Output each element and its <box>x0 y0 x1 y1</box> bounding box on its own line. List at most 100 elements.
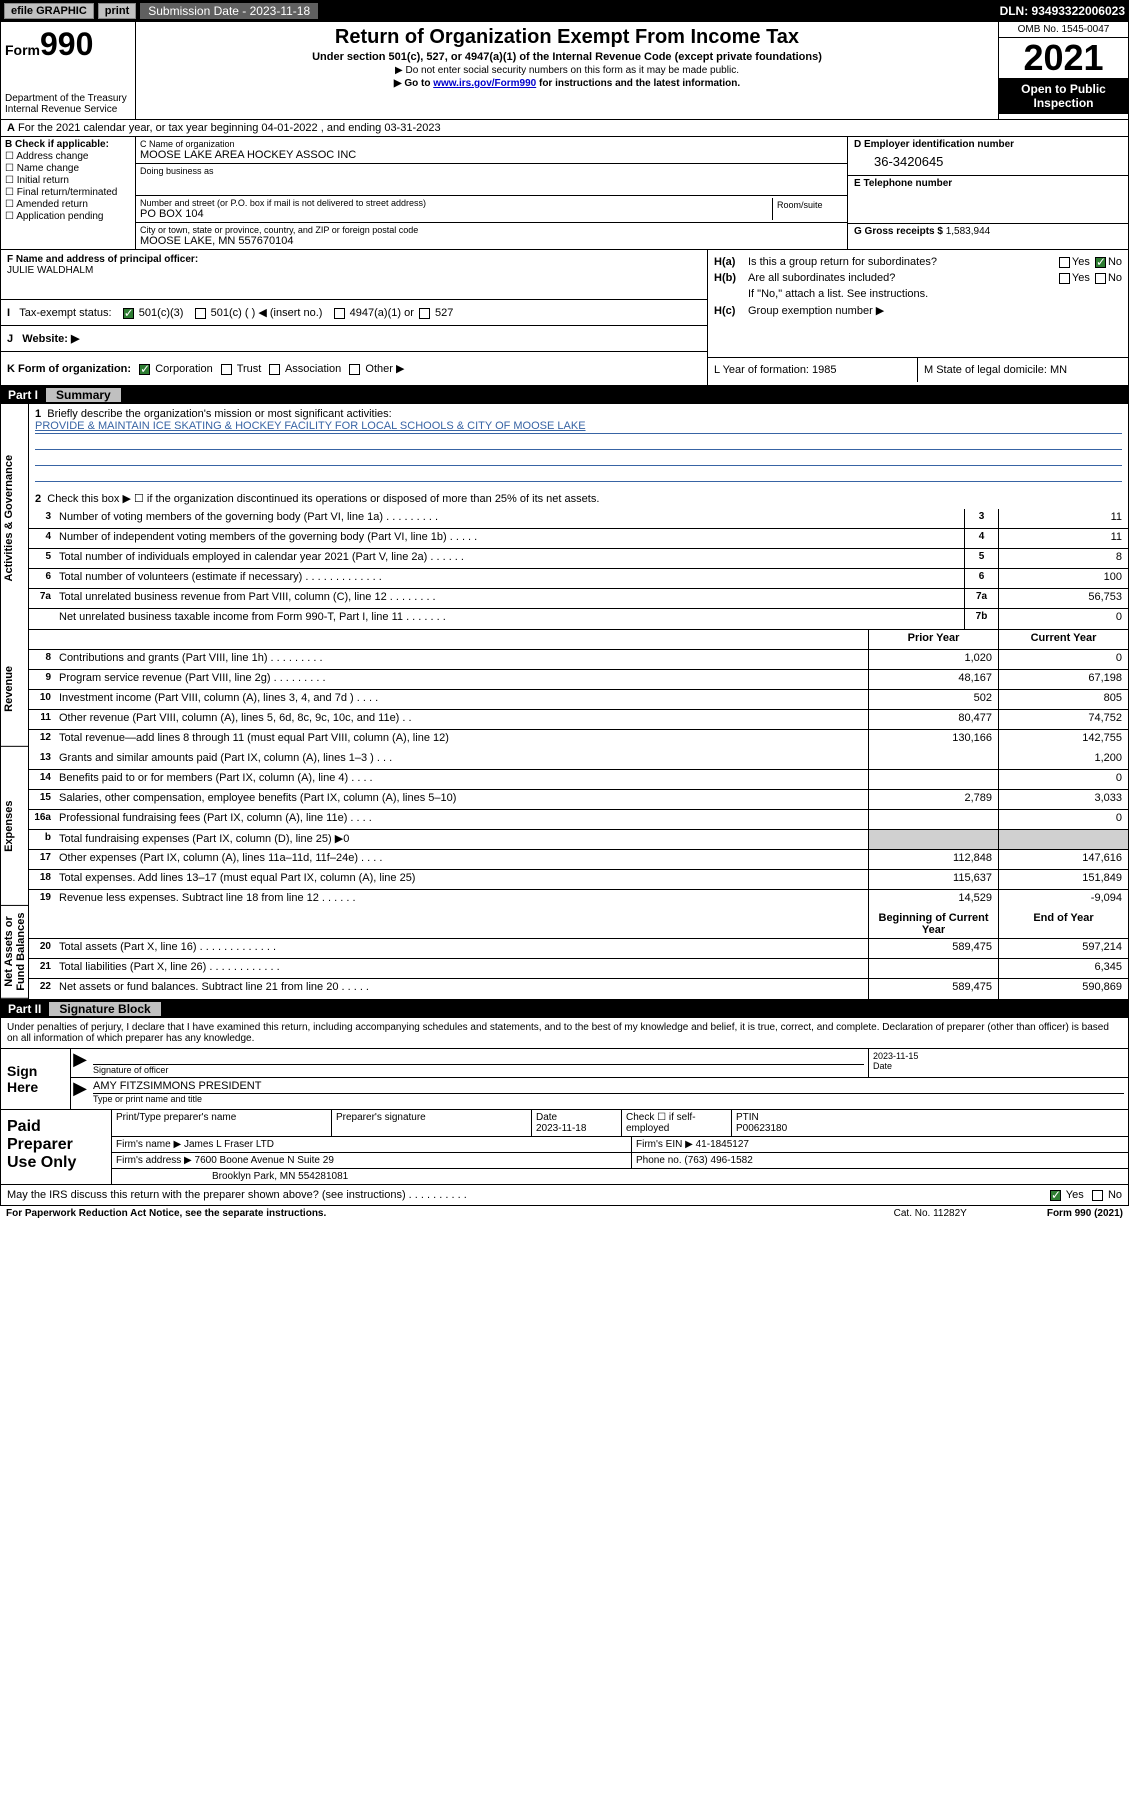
chk-assoc[interactable] <box>269 364 280 375</box>
table-row: 7aTotal unrelated business revenue from … <box>29 589 1128 609</box>
col-h-group: H(a)Is this a group return for subordina… <box>708 250 1128 385</box>
b-label: B Check if applicable: <box>5 139 109 150</box>
prep-row-3: Firm's address ▶ 7600 Boone Avenue N Sui… <box>112 1153 1128 1169</box>
chk-final[interactable]: ☐ Final return/terminated <box>5 187 131 198</box>
header-right: OMB No. 1545-0047 2021 Open to Public In… <box>998 22 1128 119</box>
col-hdr-boy-eoy: Beginning of Current YearEnd of Year <box>29 910 1128 939</box>
chk-other[interactable] <box>349 364 360 375</box>
form-header: Form990 Department of the Treasury Inter… <box>0 22 1129 120</box>
footer-bottom: For Paperwork Reduction Act Notice, see … <box>0 1206 1129 1221</box>
sig-row-1: ▶ Signature of officer 2023-11-15Date <box>71 1049 1128 1078</box>
hb-no[interactable] <box>1095 273 1106 284</box>
prep-title: Paid Preparer Use Only <box>1 1110 111 1184</box>
footer-discuss: May the IRS discuss this return with the… <box>0 1185 1129 1206</box>
dba-cell: Doing business as <box>136 164 847 196</box>
arrow-icon: ▶ <box>71 1078 89 1106</box>
prep-row-1: Print/Type preparer's name Preparer's si… <box>112 1110 1128 1137</box>
table-row: 19Revenue less expenses. Subtract line 1… <box>29 890 1128 910</box>
col-m-state: M State of legal domicile: MN <box>918 358 1128 382</box>
table-row: 5Total number of individuals employed in… <box>29 549 1128 569</box>
mission-block: 1 Briefly describe the organization's mi… <box>29 404 1128 488</box>
vertical-tabs: Activities & Governance Revenue Expenses… <box>1 404 29 999</box>
submission-date: Submission Date - 2023-11-18 <box>140 3 318 19</box>
dln-label: DLN: 93493322006023 <box>1000 4 1125 18</box>
ha-no[interactable] <box>1095 257 1106 268</box>
table-row: 22Net assets or fund balances. Subtract … <box>29 979 1128 999</box>
ein-cell: D Employer identification number36-34206… <box>848 137 1128 176</box>
form-title: Return of Organization Exempt From Incom… <box>140 26 994 49</box>
street-row: Number and street (or P.O. box if mail i… <box>136 196 847 223</box>
header-mid: Return of Organization Exempt From Incom… <box>136 22 998 119</box>
prep-row-2: Firm's name ▶ James L Fraser LTD Firm's … <box>112 1137 1128 1153</box>
cell-i-tax-status: I Tax-exempt status: 501(c)(3) 501(c) ( … <box>1 300 707 326</box>
street-cell: Number and street (or P.O. box if mail i… <box>140 198 773 220</box>
chk-address[interactable]: ☐ Address change <box>5 151 131 162</box>
table-row: 9Program service revenue (Part VIII, lin… <box>29 670 1128 690</box>
chk-amended[interactable]: ☐ Amended return <box>5 199 131 210</box>
discuss-yes[interactable] <box>1050 1190 1061 1201</box>
col-hdr-prior-current: Prior YearCurrent Year <box>29 630 1128 650</box>
summary-body: 1 Briefly describe the organization's mi… <box>29 404 1128 999</box>
part1-summary: Activities & Governance Revenue Expenses… <box>0 404 1129 1000</box>
row-a-tax-year: A For the 2021 calendar year, or tax yea… <box>0 120 1129 137</box>
room-cell: Room/suite <box>773 198 843 220</box>
col-left-fijk: F Name and address of principal officer:… <box>1 250 708 385</box>
open-inspection: Open to Public Inspection <box>999 78 1128 114</box>
omb-label: OMB No. 1545-0047 <box>999 22 1128 38</box>
paid-preparer-block: Paid Preparer Use Only Print/Type prepar… <box>0 1110 1129 1185</box>
discuss-no[interactable] <box>1092 1190 1103 1201</box>
line2: 2 Check this box ▶ ☐ if the organization… <box>29 488 1128 509</box>
tax-year: 2021 <box>999 38 1128 78</box>
chk-corp[interactable] <box>139 364 150 375</box>
table-row: 16aProfessional fundraising fees (Part I… <box>29 810 1128 830</box>
table-row: 17Other expenses (Part IX, column (A), l… <box>29 850 1128 870</box>
table-row: 21Total liabilities (Part X, line 26) . … <box>29 959 1128 979</box>
efile-label: efile GRAPHIC <box>4 3 94 19</box>
subtitle-3: ▶ Go to www.irs.gov/Form990 for instruct… <box>140 78 994 89</box>
prep-row-4: Brooklyn Park, MN 554281081 <box>112 1169 1128 1184</box>
chk-initial[interactable]: ☐ Initial return <box>5 175 131 186</box>
chk-501c3[interactable] <box>123 308 134 319</box>
part1-header: Part ISummary <box>0 386 1129 404</box>
table-row: 6Total number of volunteers (estimate if… <box>29 569 1128 589</box>
chk-501c[interactable] <box>195 308 206 319</box>
chk-527[interactable] <box>419 308 430 319</box>
col-de: D Employer identification number36-34206… <box>848 137 1128 249</box>
cell-f-officer: F Name and address of principal officer:… <box>1 250 707 300</box>
header-left: Form990 Department of the Treasury Inter… <box>1 22 136 119</box>
hb-yes[interactable] <box>1059 273 1070 284</box>
org-name-cell: C Name of organizationMOOSE LAKE AREA HO… <box>136 137 847 164</box>
vtab-rev: Revenue <box>1 632 28 747</box>
ha-yes[interactable] <box>1059 257 1070 268</box>
table-row: 4Number of independent voting members of… <box>29 529 1128 549</box>
gross-receipts: G Gross receipts $ 1,583,944 <box>848 224 1128 239</box>
h-c-row: H(c)Group exemption number ▶ <box>714 302 1122 319</box>
dept-label: Department of the Treasury <box>5 93 131 104</box>
cell-k-form-org: K Form of organization: Corporation Trus… <box>1 352 707 385</box>
mission-text: PROVIDE & MAINTAIN ICE SKATING & HOCKEY … <box>35 420 1122 434</box>
city-cell: City or town, state or province, country… <box>136 223 847 249</box>
signature-declaration: Under penalties of perjury, I declare th… <box>0 1018 1129 1049</box>
h-b-row: H(b)Are all subordinates included? Yes N… <box>714 270 1122 286</box>
chk-trust[interactable] <box>221 364 232 375</box>
row-fghijk: F Name and address of principal officer:… <box>0 249 1129 386</box>
table-row: bTotal fundraising expenses (Part IX, co… <box>29 830 1128 850</box>
vtab-net: Net Assets or Fund Balances <box>1 906 28 999</box>
sign-here-label: Sign Here <box>1 1049 71 1109</box>
col-b-checkboxes: B Check if applicable: ☐ Address change … <box>1 137 136 249</box>
print-button[interactable]: print <box>98 3 136 19</box>
table-row: 20Total assets (Part X, line 16) . . . .… <box>29 939 1128 959</box>
subtitle-1: Under section 501(c), 527, or 4947(a)(1)… <box>140 51 994 63</box>
table-row: 11Other revenue (Part VIII, column (A), … <box>29 710 1128 730</box>
top-bar: efile GRAPHIC print Submission Date - 20… <box>0 0 1129 22</box>
table-row: 12Total revenue—add lines 8 through 11 (… <box>29 730 1128 750</box>
col-c-org: C Name of organizationMOOSE LAKE AREA HO… <box>136 137 848 249</box>
h-b-note: If "No," attach a list. See instructions… <box>714 286 1122 302</box>
irs-link[interactable]: www.irs.gov/Form990 <box>433 78 536 89</box>
cell-j-website: J Website: ▶ <box>1 326 707 352</box>
chk-pending[interactable]: ☐ Application pending <box>5 211 131 222</box>
table-row: 15Salaries, other compensation, employee… <box>29 790 1128 810</box>
part2-header: Part IISignature Block <box>0 1000 1129 1018</box>
chk-4947[interactable] <box>334 308 345 319</box>
chk-name[interactable]: ☐ Name change <box>5 163 131 174</box>
